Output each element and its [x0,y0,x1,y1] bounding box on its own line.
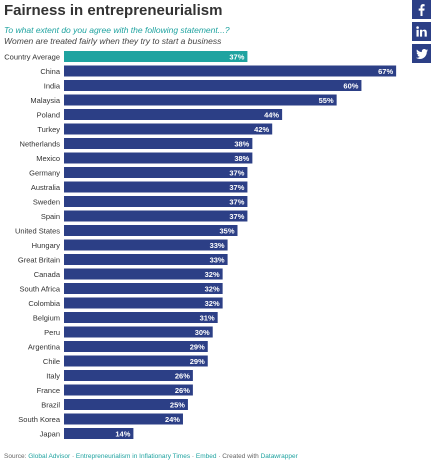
bar-netherlands [64,138,253,149]
value-label: 37% [229,198,244,207]
category-label: India [44,82,61,91]
value-label: 35% [219,227,234,236]
embed-link[interactable]: Embed [195,453,217,460]
separator: · [70,453,76,460]
bar-turkey [64,123,273,135]
value-label: 30% [195,328,210,337]
value-label: 37% [229,183,244,192]
category-label: Spain [41,212,60,221]
category-label: Japan [40,430,60,439]
category-label: Turkey [37,125,60,134]
source-label: Source: [4,453,27,460]
value-label: 29% [190,343,205,352]
category-label: Hungary [32,241,61,250]
category-label: Chile [43,357,60,366]
value-label: 33% [210,256,225,265]
category-label: Australia [31,183,61,192]
value-label: 32% [205,299,220,308]
bar-hungary [64,239,228,251]
category-label: France [37,386,60,395]
separator: · [216,453,223,460]
value-label: 32% [205,270,220,279]
bar-great-britain [64,254,228,265]
value-label: 37% [229,53,244,62]
category-label: Colombia [28,299,61,308]
chart-subtitle: To what extent do you agree with the fol… [4,25,230,35]
value-label: 37% [229,169,244,178]
category-label: Peru [44,328,60,337]
category-label: Canada [34,270,61,279]
value-label: 38% [234,140,249,149]
bar-china [64,65,397,77]
value-label: 32% [205,285,220,294]
chart-title: Fairness in entrepreneurialism [4,2,223,19]
bar-malaysia [64,94,337,106]
value-label: 33% [210,241,225,250]
source-link[interactable]: Global Advisor [28,453,71,460]
bar-spain [64,210,248,222]
category-label: Mexico [36,154,60,163]
category-label: Great Britain [18,256,60,265]
bar-argentina [64,341,208,352]
facebook-icon[interactable] [412,0,431,19]
source-footer: Source: Global Advisor · Entrepreneurial… [4,453,298,460]
category-label: Netherlands [20,140,61,149]
bar-peru [64,326,213,338]
survey-statement: Women are treated fairly when they try t… [4,36,222,46]
category-label: South Korea [18,415,61,424]
linkedin-icon[interactable] [412,22,431,41]
value-label: 24% [165,415,180,424]
bar-australia [64,181,248,193]
report-link[interactable]: Entrepreneurialism in Inflationary Times [75,453,191,460]
bar-south-africa [64,283,223,294]
bar-united-states [64,225,238,236]
value-label: 38% [234,154,249,163]
category-label: Argentina [28,343,61,352]
category-label: Sweden [33,198,60,207]
bar-france [64,384,193,396]
twitter-icon[interactable] [412,44,431,63]
bar-south-korea [64,413,183,425]
bar-chart: Country Average 37% China 67% India 60% Malays… [4,51,397,439]
value-label: 67% [378,67,393,76]
value-label: 44% [264,111,279,120]
value-label: 14% [115,430,130,439]
separator: · [190,453,196,460]
value-label: 31% [200,314,215,323]
share-bar [412,0,431,63]
value-label: 29% [190,357,205,366]
bar-brazil [64,399,188,410]
category-label: Malaysia [30,96,60,105]
category-label: Belgium [33,314,60,323]
bar-poland [64,109,283,120]
category-label: Poland [37,111,60,120]
datawrapper-link[interactable]: Datawrapper [260,453,298,460]
bar-canada [64,268,223,280]
bar-belgium [64,312,218,323]
value-label: 25% [170,401,185,410]
bar-chile [64,355,208,367]
bar-colombia [64,297,223,309]
created-with-label: Created with [222,453,259,460]
category-label: Country Average [4,53,60,62]
bar-mexico [64,152,253,164]
bar-germany [64,167,248,178]
category-label: United States [15,227,60,236]
category-label: South Africa [20,285,61,294]
value-label: 37% [229,212,244,221]
value-label: 26% [175,386,190,395]
bar-country-average [64,51,248,62]
bar-india [64,80,362,91]
value-label: 55% [319,96,334,105]
category-label: Germany [29,169,60,178]
category-label: China [40,67,60,76]
value-label: 60% [343,82,358,91]
bar-sweden [64,196,248,207]
bar-japan [64,428,134,439]
category-label: Italy [46,372,60,381]
category-label: Brazil [41,401,60,410]
bar-italy [64,370,193,381]
value-label: 26% [175,372,190,381]
value-label: 42% [254,125,269,134]
